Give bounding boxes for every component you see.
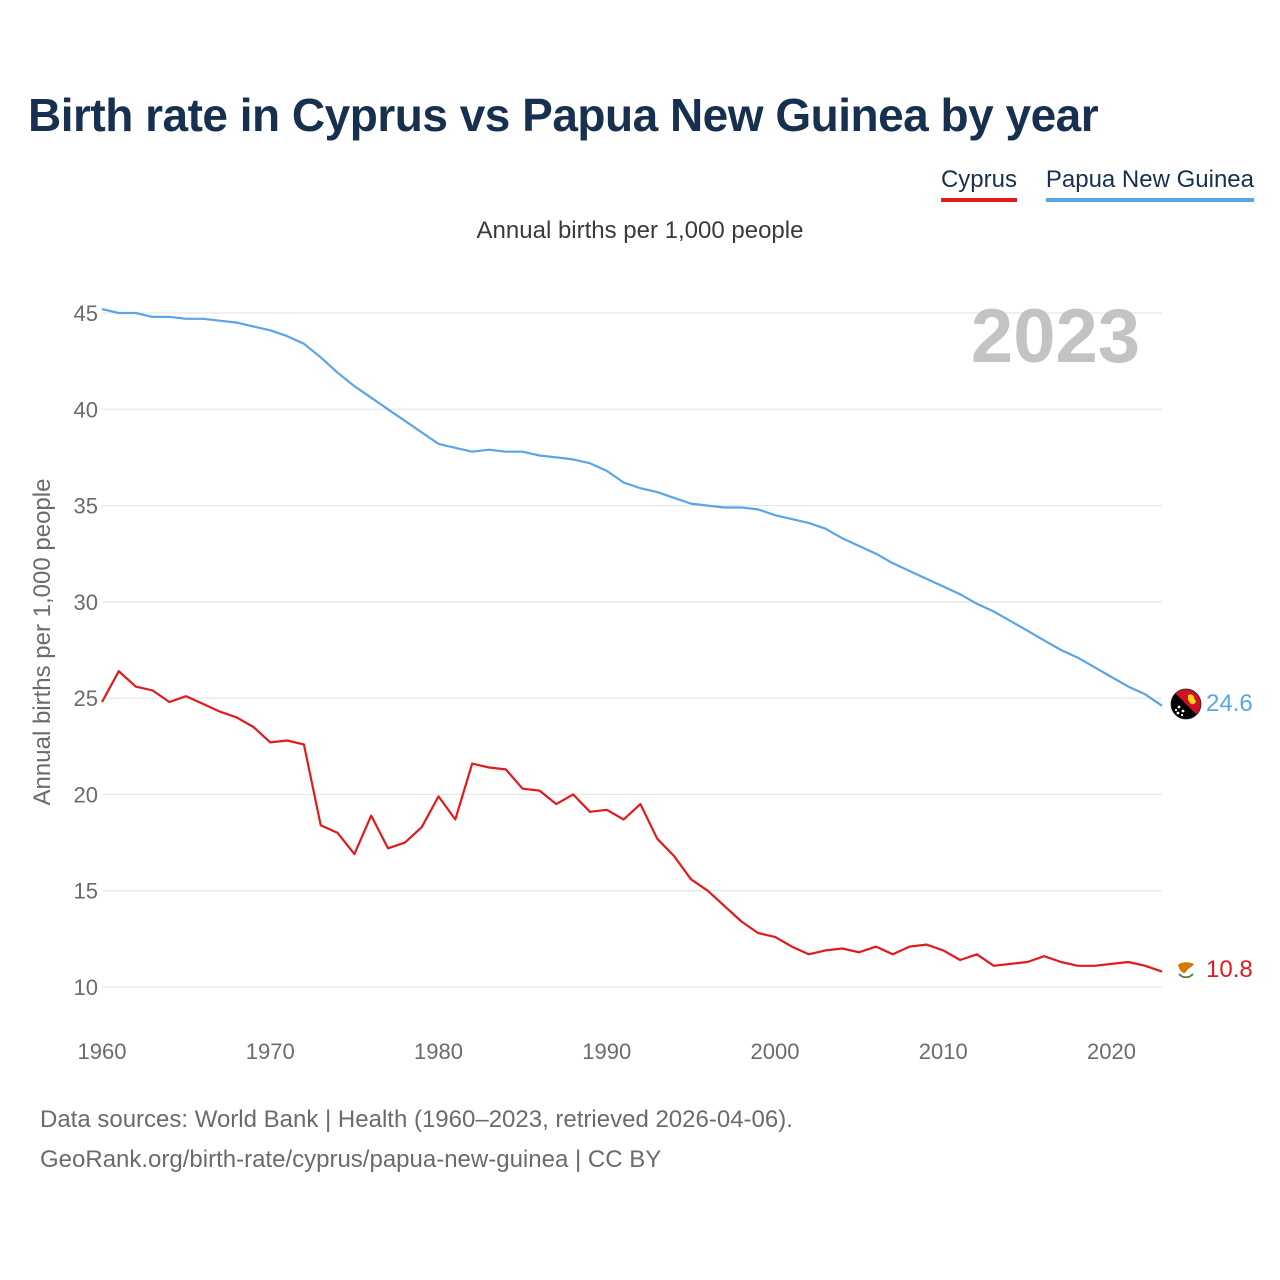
year-display: 2023 [971, 294, 1140, 379]
x-tick-label-2020: 2020 [1087, 1039, 1136, 1064]
legend-item-papua-new-guinea[interactable]: Papua New Guinea [1045, 166, 1254, 202]
chart-title: Birth rate in Cyprus vs Papua New Guinea… [28, 89, 1099, 141]
x-axis-ticks: 1960 1970 1980 1990 2000 2010 2020 [78, 1039, 1136, 1064]
legend-item-cyprus[interactable]: Cyprus [940, 166, 1017, 202]
papua-new-guinea-flag-icon [1170, 688, 1202, 720]
series-line-cyprus[interactable] [101, 670, 1163, 973]
y-tick-label-10: 10 [74, 975, 98, 1000]
papua-new-guinea-end-marker: 24.6 [1170, 688, 1253, 720]
line-chart: 10 15 20 25 30 35 40 45 1960 1970 1980 1990 2000 201… [29, 294, 1253, 1064]
source-note: Data sources: World Bank | Health (1960–… [40, 1106, 793, 1133]
cyprus-flag-icon [1172, 954, 1200, 982]
y-tick-label-35: 35 [74, 494, 98, 519]
x-tick-label-2000: 2000 [751, 1039, 800, 1064]
source-link[interactable]: GeoRank.org/birth-rate/cyprus/papua-new-… [40, 1146, 662, 1173]
series-line-papua-new-guinea[interactable] [101, 308, 1163, 707]
cyprus-end-marker: 10.8 [1172, 954, 1253, 983]
y-axis-ticks: 10 15 20 25 30 35 40 45 [74, 301, 98, 1000]
chart-subtitle: Annual births per 1,000 people [476, 217, 804, 244]
cyprus-end-value: 10.8 [1206, 956, 1253, 983]
series-lines [101, 308, 1163, 973]
y-tick-label-15: 15 [74, 879, 98, 904]
y-tick-label-45: 45 [74, 301, 98, 326]
y-tick-label-20: 20 [74, 782, 98, 807]
x-tick-label-1970: 1970 [246, 1039, 295, 1064]
y-tick-label-40: 40 [74, 397, 98, 422]
y-axis-label: Annual births per 1,000 people [29, 479, 56, 806]
x-tick-label-1990: 1990 [582, 1039, 631, 1064]
x-tick-label-2010: 2010 [919, 1039, 968, 1064]
gridlines [102, 312, 1162, 988]
y-tick-label-25: 25 [74, 686, 98, 711]
papua-new-guinea-end-value: 24.6 [1206, 690, 1253, 717]
x-tick-label-1960: 1960 [78, 1039, 127, 1064]
y-tick-label-30: 30 [74, 590, 98, 615]
x-tick-label-1980: 1980 [414, 1039, 463, 1064]
